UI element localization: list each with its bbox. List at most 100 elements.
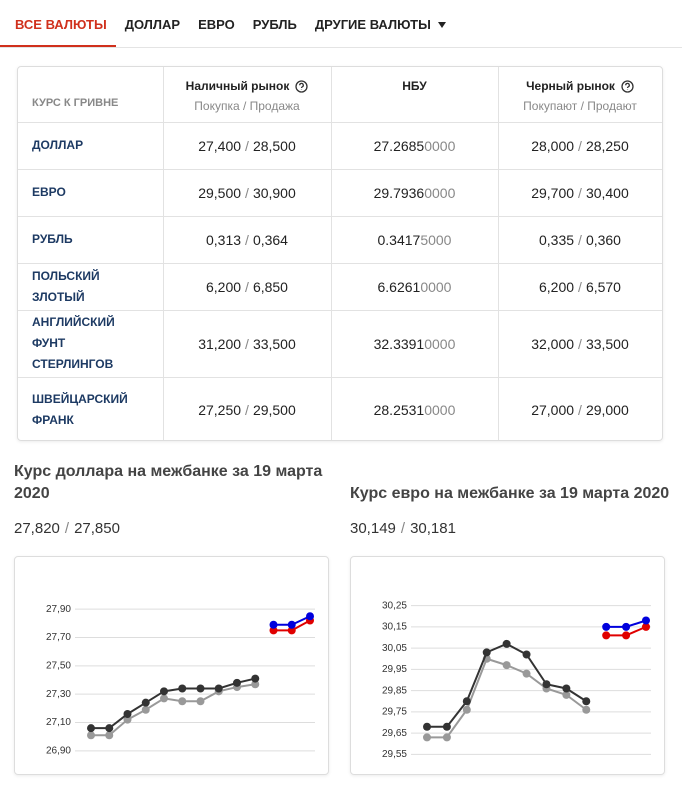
data-point: [642, 622, 650, 631]
column-header: Черный рынок Покупают / Продают: [498, 67, 662, 122]
separator: /: [245, 184, 249, 201]
help-icon: [621, 79, 634, 93]
data-point: [522, 650, 531, 659]
data-point: [582, 697, 591, 706]
tab[interactable]: ВСЕ ВАЛЮТЫ: [0, 0, 116, 47]
help-mark: [624, 82, 630, 90]
data-point: [160, 694, 168, 703]
y-tick-label: 29,55: [382, 749, 407, 760]
nbu-main: 32.3391: [373, 335, 425, 352]
row-divider: [18, 263, 662, 264]
data-point: [123, 710, 132, 718]
separator: /: [578, 335, 582, 352]
data-point: [105, 724, 114, 733]
data-point: [306, 612, 314, 621]
separator: /: [578, 137, 582, 154]
sell-rate: 30,400: [585, 184, 629, 201]
buy-rate: 6,200: [539, 278, 575, 295]
tab[interactable]: ДОЛЛАР: [116, 0, 189, 47]
sell-rate: 0,360: [585, 231, 621, 248]
y-tick-label: 30,05: [382, 643, 407, 654]
tab[interactable]: ЕВРО: [189, 0, 244, 47]
separator: /: [245, 335, 249, 352]
data-point: [178, 697, 187, 706]
black-rates: 0,335/0,360: [498, 216, 662, 263]
header-sub: Покупают / Продают: [523, 99, 637, 113]
separator: /: [578, 184, 582, 201]
cash-rates: 29,500/30,900: [163, 169, 331, 216]
tab-label: ВСЕ ВАЛЮТЫ: [15, 17, 107, 32]
sell-rate: 29,500: [252, 401, 296, 418]
sell-rate: 30,900: [252, 184, 296, 201]
data-point: [251, 680, 260, 689]
y-tick-label: 29,95: [382, 664, 407, 675]
tab[interactable]: РУБЛЬ: [244, 0, 306, 47]
y-tick-label: 29,65: [382, 728, 407, 739]
data-point: [141, 705, 150, 714]
buy-rate: 29,500: [198, 184, 242, 201]
data-point: [582, 705, 591, 714]
series-line: [91, 683, 256, 737]
row-divider: [18, 216, 662, 217]
buy-rate: 28,000: [531, 137, 575, 154]
sell-rate: 6,570: [585, 278, 621, 295]
y-tick-label: 27,10: [46, 717, 71, 728]
chart-box: 26,90 27,10 27,30 27,50 27,70 27,90: [14, 556, 329, 775]
header-title: НБУ: [402, 79, 426, 93]
buy-rate: 32,000: [531, 335, 575, 352]
buy-rate: 29,700: [531, 184, 575, 201]
buy-rate: 30,149: [350, 520, 396, 537]
y-tick-label: 30,25: [382, 600, 407, 611]
header-sub: Покупка / Продажа: [194, 99, 300, 113]
row-divider: [18, 122, 662, 123]
data-point: [287, 620, 296, 629]
tab-label: ДОЛЛАР: [124, 17, 181, 32]
black-rates: 28,000/28,250: [498, 122, 662, 169]
sell-rate: 33,500: [585, 335, 629, 352]
tab-label: ЕВРО: [198, 17, 235, 32]
separator: /: [245, 137, 249, 154]
y-tick-label: 29,75: [382, 707, 407, 718]
header-title-text: НБУ: [402, 79, 427, 93]
header-title: Черный рынок: [526, 79, 634, 93]
black-rates: 32,000/33,500: [498, 310, 662, 377]
column-divider: [331, 67, 332, 440]
black-rates: 6,200/6,570: [498, 263, 662, 310]
nbu-main: 29.7936: [373, 184, 425, 201]
nbu-tail: 0000: [424, 184, 456, 201]
data-point: [442, 722, 451, 731]
separator: /: [64, 520, 70, 537]
data-point: [196, 684, 205, 693]
buy-rate: 0,335: [539, 231, 575, 248]
chart-title: Курс доллара на межбанке за 19 марта 202…: [14, 463, 323, 502]
row-divider: [18, 377, 662, 378]
data-point: [123, 715, 132, 724]
separator: /: [578, 401, 582, 418]
buy-rate: 31,200: [198, 335, 242, 352]
data-point: [462, 697, 471, 706]
data-point: [423, 722, 431, 731]
data-point: [87, 724, 95, 733]
data-point: [602, 631, 611, 640]
tab[interactable]: ДРУГИЕ ВАЛЮТЫ: [306, 0, 455, 47]
y-tick-label: 27,90: [46, 604, 71, 615]
buy-rate: 27,250: [198, 401, 242, 418]
header-title: Наличный рынок: [186, 79, 309, 93]
data-point: [562, 690, 571, 699]
nbu-rate: 0.3417 5000: [331, 216, 498, 263]
data-point: [196, 697, 205, 706]
tab-label: РУБЛЬ: [252, 17, 297, 32]
data-point: [442, 733, 451, 742]
nbu-tail: 0000: [420, 278, 452, 295]
nbu-main: 27.2685: [373, 137, 425, 154]
separator: /: [245, 401, 249, 418]
nbu-main: 28.2531: [373, 401, 425, 418]
y-tick-label: 29,85: [382, 685, 407, 696]
cash-rates: 27,250/29,500: [163, 377, 331, 442]
help-circle: [295, 79, 308, 93]
help-mark: [299, 82, 305, 90]
chart: 29,55 29,65 29,75 29,85 29,95 30,05 30,15 30,25: [382, 600, 651, 760]
cash-rates: 6,200/6,850: [163, 263, 331, 310]
nbu-rate: 29.7936 0000: [331, 169, 498, 216]
